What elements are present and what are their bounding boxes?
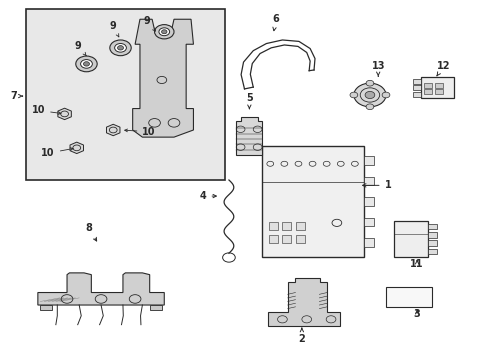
Bar	[261, 146, 363, 257]
Text: 5: 5	[245, 93, 252, 109]
Text: 4: 4	[200, 191, 216, 201]
Text: 8: 8	[85, 223, 97, 241]
Bar	[434, 89, 442, 94]
Circle shape	[81, 60, 92, 68]
Bar	[412, 92, 420, 97]
Bar	[427, 249, 436, 254]
Circle shape	[161, 30, 167, 34]
Text: 10: 10	[32, 105, 61, 115]
Text: 3: 3	[413, 309, 420, 319]
Bar	[393, 221, 427, 257]
Polygon shape	[235, 117, 262, 155]
Bar	[149, 305, 162, 310]
Polygon shape	[58, 108, 71, 120]
Bar	[412, 85, 420, 90]
Bar	[385, 287, 431, 307]
Text: 11: 11	[409, 259, 423, 269]
Circle shape	[110, 40, 131, 56]
Bar	[427, 240, 436, 246]
Bar	[427, 232, 436, 238]
Bar	[363, 197, 373, 206]
Text: 1: 1	[362, 180, 390, 190]
Bar	[363, 156, 373, 165]
Bar	[427, 224, 436, 229]
Bar	[412, 78, 420, 84]
Polygon shape	[267, 278, 339, 327]
Bar	[268, 222, 277, 230]
Text: 13: 13	[371, 61, 384, 76]
Text: 9: 9	[143, 16, 155, 31]
Bar	[295, 235, 304, 243]
Text: 12: 12	[436, 61, 449, 76]
Circle shape	[381, 92, 389, 98]
Text: 9: 9	[110, 21, 119, 37]
Circle shape	[366, 80, 373, 86]
Circle shape	[349, 92, 357, 98]
Circle shape	[159, 28, 169, 36]
Bar	[363, 238, 373, 247]
Circle shape	[366, 104, 373, 110]
Text: 10: 10	[124, 127, 156, 137]
Bar	[282, 235, 290, 243]
Text: 2: 2	[298, 328, 305, 344]
Text: 10: 10	[41, 148, 73, 158]
Circle shape	[76, 56, 97, 72]
Bar	[363, 218, 373, 226]
Bar	[424, 83, 431, 88]
Bar	[434, 83, 442, 88]
Polygon shape	[70, 142, 83, 154]
Bar	[26, 9, 224, 180]
Circle shape	[353, 83, 385, 107]
Circle shape	[365, 91, 374, 99]
Bar	[295, 222, 304, 230]
Polygon shape	[106, 124, 120, 136]
Bar	[268, 235, 277, 243]
Bar	[420, 77, 453, 98]
Polygon shape	[38, 273, 164, 305]
Polygon shape	[132, 19, 193, 137]
Bar	[363, 177, 373, 185]
Circle shape	[154, 24, 174, 39]
Bar	[282, 222, 290, 230]
Text: 9: 9	[75, 41, 86, 56]
Bar	[424, 89, 431, 94]
Circle shape	[114, 44, 126, 52]
Text: 6: 6	[272, 14, 279, 31]
Circle shape	[117, 46, 123, 50]
Bar	[40, 305, 52, 310]
Circle shape	[83, 62, 89, 66]
Text: 7: 7	[10, 91, 22, 101]
